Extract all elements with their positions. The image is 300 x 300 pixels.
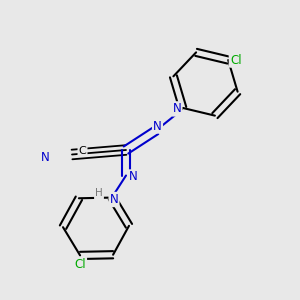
Text: N: N [153,119,162,133]
Text: N: N [110,193,118,206]
Text: Cl: Cl [74,258,86,271]
Text: C: C [79,146,86,156]
Text: N: N [129,170,138,184]
Text: Cl: Cl [230,53,242,67]
Text: N: N [172,102,182,116]
Text: N: N [40,151,50,164]
Text: H: H [95,188,103,199]
